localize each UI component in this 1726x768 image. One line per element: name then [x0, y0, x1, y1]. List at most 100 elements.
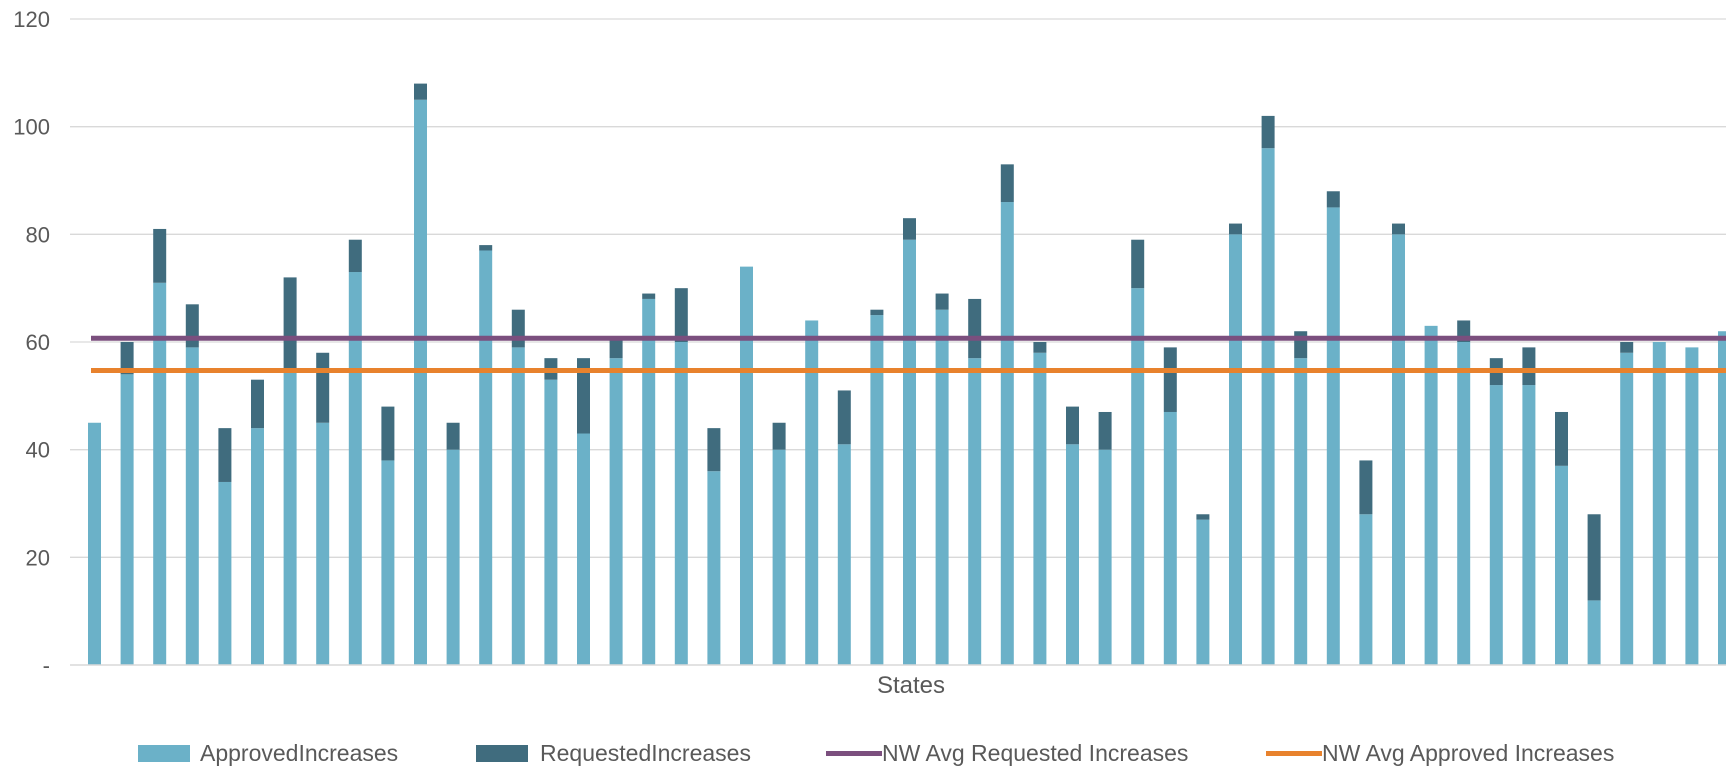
bar-approved-increases — [1294, 358, 1308, 665]
reference-lines — [91, 335, 1726, 374]
bar-approved-increases — [1620, 352, 1634, 665]
bar-approved-increases — [674, 342, 688, 665]
legend-line-nw-avg-approved — [1266, 750, 1322, 756]
bar-approved-increases — [805, 320, 819, 665]
bar-requested-increases — [511, 309, 525, 348]
bar-approved-increases — [120, 374, 134, 665]
bar-approved-increases — [740, 266, 753, 665]
bar-approved-increases — [577, 433, 590, 665]
bar-approved-increases — [1033, 352, 1047, 665]
legend-label-nw-avg-requested: NW Avg Requested Increases — [882, 739, 1189, 766]
bar-approved-increases — [1424, 325, 1438, 665]
bar-requested-increases — [316, 352, 330, 423]
bar-requested-increases — [772, 422, 786, 450]
bar-requested-increases — [1033, 342, 1047, 353]
bar-requested-increases — [251, 379, 264, 429]
bar-requested-increases — [1229, 223, 1242, 235]
bar-approved-increases — [707, 471, 721, 665]
y-tick-label: 120 — [13, 7, 50, 32]
bar-requested-increases — [218, 428, 232, 482]
bar-approved-increases — [870, 315, 884, 665]
gridlines — [70, 18, 1726, 558]
bar-approved-increases — [1522, 385, 1536, 665]
bar-requested-increases — [1261, 115, 1275, 149]
bar-approved-increases — [381, 460, 395, 665]
bar-requested-increases — [381, 406, 395, 461]
bar-approved-increases — [1359, 514, 1373, 665]
bar-requested-increases — [1522, 347, 1536, 386]
bar-requested-increases — [1587, 514, 1601, 601]
y-tick-label: 40 — [26, 438, 50, 463]
bar-approved-increases — [446, 449, 460, 665]
legend: ApprovedIncreases RequestedIncreases NW … — [0, 738, 1726, 768]
bar-requested-increases — [1620, 342, 1634, 353]
bar-approved-increases — [1587, 600, 1601, 665]
bar-approved-increases — [1652, 342, 1666, 665]
bar-approved-increases — [642, 298, 656, 665]
x-axis-title: States — [877, 672, 945, 699]
bar-requested-increases — [348, 239, 362, 273]
bar-approved-increases — [1098, 449, 1112, 665]
bar-approved-increases — [1000, 202, 1014, 666]
bar-requested-increases — [870, 309, 884, 316]
bar-approved-increases — [511, 347, 525, 665]
bar-approved-increases — [1685, 347, 1699, 665]
stacked-bar-chart: - 20 40 60 80 100 120 States — [13, 7, 1726, 699]
bar-approved-increases — [1489, 385, 1503, 665]
bar-approved-increases — [185, 347, 199, 665]
bar-approved-increases — [837, 444, 851, 665]
bar-requested-increases — [120, 342, 134, 375]
legend-item-nw-avg-approved: NW Avg Approved Increases — [1266, 738, 1614, 768]
bar-approved-increases — [348, 272, 362, 665]
bar-approved-increases — [935, 309, 949, 665]
bar-approved-increases — [1261, 148, 1275, 665]
bar-requested-increases — [1555, 411, 1568, 466]
bar-approved-increases — [1131, 288, 1145, 665]
legend-label-nw-avg-approved: NW Avg Approved Increases — [1322, 739, 1615, 766]
legend-item-requested: RequestedIncreases — [476, 738, 751, 768]
bar-approved-increases — [1392, 234, 1405, 666]
bar-approved-increases — [1229, 234, 1242, 666]
bar-approved-increases — [1718, 331, 1726, 665]
y-tick-label: 100 — [13, 115, 50, 140]
legend-label-approved: ApprovedIncreases — [200, 739, 399, 766]
bar-approved-increases — [544, 379, 558, 665]
bar-requested-increases — [1066, 406, 1079, 445]
legend-item-nw-avg-requested: NW Avg Requested Increases — [826, 738, 1188, 768]
bar-requested-increases — [968, 298, 982, 359]
bar-requested-increases — [1392, 223, 1405, 235]
bar-approved-increases — [316, 422, 330, 665]
bar-requested-increases — [642, 293, 656, 299]
legend-swatch-approved — [138, 744, 190, 762]
bar-requested-increases — [935, 293, 949, 310]
bar-approved-increases — [1066, 444, 1079, 665]
bar-approved-increases — [1555, 465, 1568, 665]
bar-requested-increases — [609, 336, 623, 359]
bar-approved-increases — [968, 358, 982, 665]
y-tick-label: 20 — [26, 545, 50, 570]
bar-approved-increases — [414, 99, 427, 665]
bar-approved-increases — [88, 422, 101, 665]
bar-approved-increases — [903, 239, 916, 665]
bar-requested-increases — [707, 428, 721, 472]
bar-approved-increases — [283, 368, 297, 665]
bar-requested-increases — [577, 358, 590, 434]
bar-approved-increases — [218, 481, 232, 665]
bar-requested-increases — [837, 390, 851, 445]
bar-requested-increases — [479, 245, 493, 251]
bar-requested-increases — [446, 422, 460, 450]
bar-approved-increases — [1326, 207, 1340, 665]
legend-item-approved: ApprovedIncreases — [138, 738, 398, 768]
legend-label-requested: RequestedIncreases — [540, 739, 751, 766]
bar-requested-increases — [1131, 239, 1145, 289]
bar-approved-increases — [153, 282, 167, 665]
y-tick-label: 80 — [26, 222, 50, 247]
bar-approved-increases — [1163, 411, 1177, 665]
bar-requested-increases — [674, 288, 688, 342]
bars — [88, 83, 1726, 666]
bar-requested-increases — [414, 83, 427, 100]
bar-requested-increases — [283, 277, 297, 369]
legend-line-nw-avg-requested — [826, 750, 882, 756]
bar-requested-increases — [1326, 191, 1340, 208]
bar-approved-increases — [251, 428, 264, 665]
